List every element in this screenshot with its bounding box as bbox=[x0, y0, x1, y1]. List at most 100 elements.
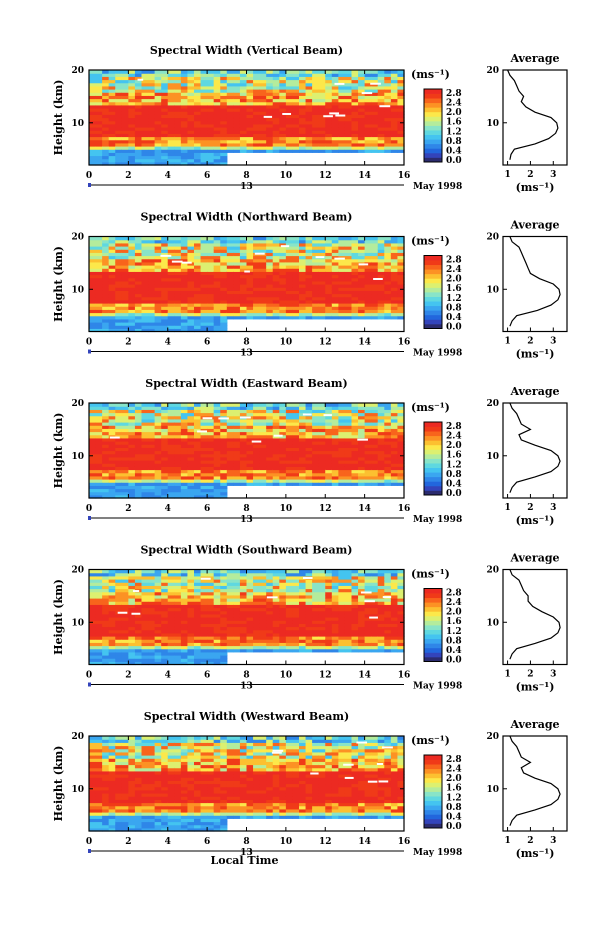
heatmap-cell bbox=[272, 149, 280, 153]
heatmap-cell bbox=[351, 127, 359, 131]
heatmap-cell bbox=[108, 658, 116, 662]
heatmap-cell bbox=[154, 296, 162, 301]
heatmap-cell bbox=[246, 463, 254, 467]
heatmap-cell bbox=[108, 632, 116, 637]
heatmap-cell bbox=[161, 299, 169, 304]
heatmap-cell bbox=[180, 460, 189, 464]
heatmap-cell bbox=[318, 274, 326, 279]
heatmap-cell bbox=[312, 475, 320, 480]
heatmap-cell bbox=[390, 114, 399, 119]
heatmap-cell bbox=[154, 139, 162, 144]
heatmap-cell bbox=[115, 617, 123, 621]
heatmap-cell bbox=[253, 463, 261, 467]
heatmap-cell bbox=[220, 572, 228, 577]
heatmap-cell bbox=[89, 607, 97, 612]
heatmap-cell bbox=[279, 142, 287, 147]
heatmap-cell bbox=[200, 639, 208, 643]
heatmap-cell bbox=[174, 290, 182, 295]
heatmap-cell bbox=[226, 139, 234, 144]
heatmap-cell bbox=[253, 85, 261, 90]
heatmap-cell bbox=[115, 412, 123, 417]
heatmap-cell bbox=[148, 111, 156, 115]
heatmap-cell bbox=[292, 312, 300, 317]
heatmap-cell bbox=[377, 108, 385, 112]
heatmap-cell bbox=[154, 299, 162, 304]
heatmap-cell bbox=[194, 636, 202, 640]
heatmap-cell bbox=[128, 318, 136, 323]
heatmap-cell bbox=[108, 158, 116, 163]
heatmap-cell bbox=[154, 246, 162, 250]
heatmap-cell bbox=[364, 287, 372, 291]
heatmap-cell bbox=[351, 101, 359, 106]
heatmap-cell bbox=[102, 620, 110, 624]
heatmap-cell bbox=[272, 315, 280, 320]
heatmap-cell bbox=[344, 441, 353, 445]
heatmap-cell bbox=[121, 632, 129, 637]
heatmap-cell bbox=[384, 89, 392, 93]
heatmap-cell bbox=[89, 661, 97, 666]
heatmap-cell bbox=[259, 136, 267, 141]
heatmap-cell bbox=[331, 95, 339, 100]
heatmap-cell bbox=[364, 434, 372, 439]
heatmap-cell bbox=[390, 412, 399, 417]
heatmap-cell bbox=[351, 472, 359, 477]
heatmap-cell bbox=[102, 594, 110, 599]
heatmap-cell bbox=[102, 236, 110, 241]
heatmap-cell bbox=[148, 572, 156, 577]
heatmap-cell bbox=[115, 488, 123, 493]
heatmap-cell bbox=[128, 290, 136, 295]
heatmap-cell bbox=[285, 303, 294, 307]
heatmap-cell bbox=[167, 651, 175, 656]
heatmap-cell bbox=[285, 463, 294, 467]
heatmap-cell bbox=[194, 155, 202, 160]
heatmap-cell bbox=[220, 120, 228, 125]
heatmap-cell bbox=[115, 642, 123, 647]
heatmap-cell bbox=[246, 104, 254, 109]
heatmap-cell bbox=[384, 437, 392, 442]
heatmap-cell bbox=[102, 246, 110, 250]
heatmap-cell bbox=[390, 149, 399, 153]
heatmap-cell bbox=[121, 661, 129, 666]
heatmap-cell bbox=[187, 130, 195, 134]
heatmap-cell bbox=[266, 265, 274, 269]
heatmap-cell bbox=[397, 242, 405, 247]
heatmap-cell bbox=[213, 296, 221, 301]
heatmap-cell bbox=[134, 101, 143, 106]
heatmap-cell bbox=[272, 463, 280, 467]
heatmap-cell bbox=[141, 623, 149, 628]
heatmap-cell bbox=[213, 152, 221, 157]
heatmap-cell bbox=[128, 139, 136, 144]
heatmap-cell bbox=[128, 469, 136, 474]
heatmap-cell bbox=[331, 265, 339, 269]
heatmap-cell bbox=[200, 101, 208, 106]
heatmap-cell bbox=[312, 466, 320, 471]
heatmap-cell bbox=[121, 277, 129, 282]
heatmap-cell bbox=[285, 120, 294, 125]
heatmap-cell bbox=[253, 111, 261, 115]
heatmap-cell bbox=[128, 632, 136, 637]
heatmap-cell bbox=[161, 648, 169, 653]
heatmap-cell bbox=[161, 651, 169, 656]
heatmap-cell bbox=[371, 479, 379, 483]
heatmap-cell bbox=[134, 142, 143, 147]
heatmap-cell bbox=[259, 104, 267, 109]
heatmap-cell bbox=[318, 133, 326, 138]
heatmap-cell bbox=[108, 108, 116, 112]
heatmap-cell bbox=[200, 271, 208, 276]
heatmap-cell bbox=[95, 293, 103, 298]
heatmap-cell bbox=[384, 98, 392, 103]
heatmap-cell bbox=[167, 101, 175, 106]
heatmap-cell bbox=[161, 127, 169, 131]
heatmap-cell bbox=[351, 306, 359, 310]
heatmap-cell bbox=[167, 475, 175, 480]
heatmap-cell bbox=[233, 133, 241, 138]
heatmap-cell bbox=[141, 117, 149, 122]
heatmap-cell bbox=[128, 651, 136, 656]
heatmap-cell bbox=[377, 293, 385, 298]
heatmap-cell bbox=[161, 466, 169, 471]
heatmap-cell bbox=[266, 101, 274, 106]
heatmap-cell bbox=[134, 403, 143, 407]
heatmap-cell bbox=[200, 111, 208, 115]
heatmap-cell bbox=[292, 242, 300, 247]
heatmap-cell bbox=[121, 613, 129, 618]
